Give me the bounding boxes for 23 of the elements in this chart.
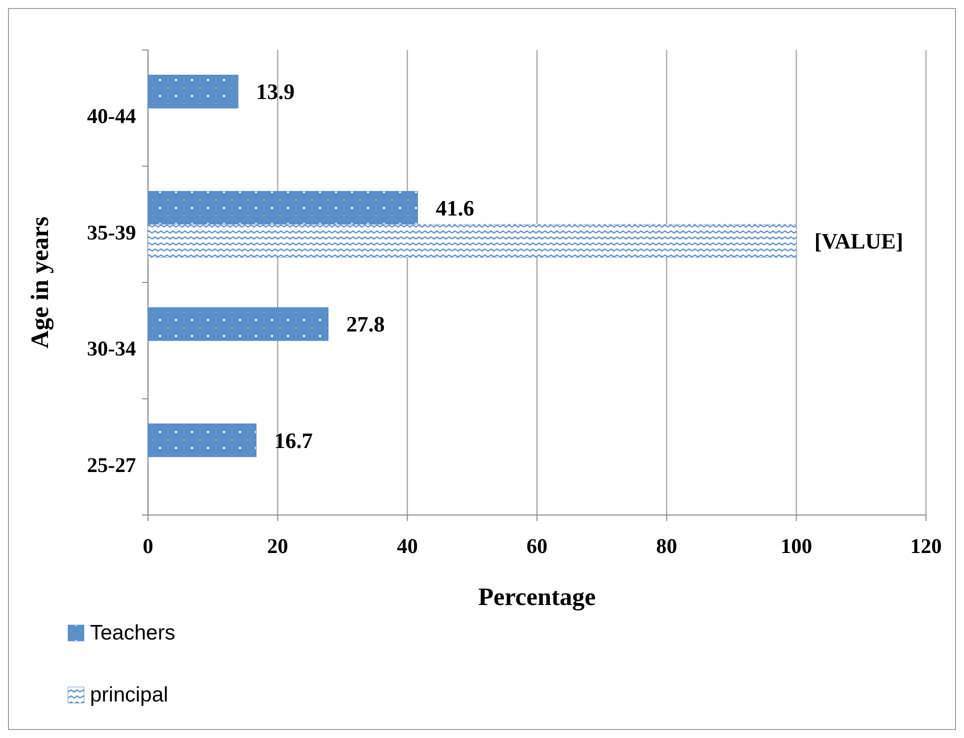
data-label: 27.8 bbox=[346, 312, 385, 337]
y-axis-title: Age in years bbox=[27, 216, 54, 348]
x-tick-label: 20 bbox=[267, 534, 288, 558]
x-tick-label: 60 bbox=[526, 534, 548, 558]
x-tick-label: 0 bbox=[142, 534, 154, 558]
x-tick-label: 120 bbox=[910, 534, 942, 558]
x-tick-label: 40 bbox=[396, 534, 418, 558]
bar bbox=[148, 307, 328, 341]
bar bbox=[148, 74, 238, 108]
data-label: 13.9 bbox=[256, 79, 295, 104]
y-tick-label: 30-34 bbox=[87, 336, 136, 361]
data-label: [VALUE] bbox=[814, 228, 904, 254]
legend-label: Teachers bbox=[90, 622, 176, 644]
x-tick-label: 100 bbox=[780, 534, 812, 558]
y-tick-label: 40-44 bbox=[87, 104, 136, 128]
y-tick-label: 35-39 bbox=[87, 220, 136, 244]
data-label: 16.7 bbox=[274, 428, 313, 453]
x-axis-title: Percentage bbox=[478, 584, 596, 611]
x-tick-label: 80 bbox=[656, 534, 678, 558]
y-tick-label: 25-27 bbox=[87, 452, 136, 477]
bar bbox=[148, 423, 257, 458]
data-label: 41.6 bbox=[436, 195, 474, 220]
legend-label: principal bbox=[90, 684, 168, 706]
